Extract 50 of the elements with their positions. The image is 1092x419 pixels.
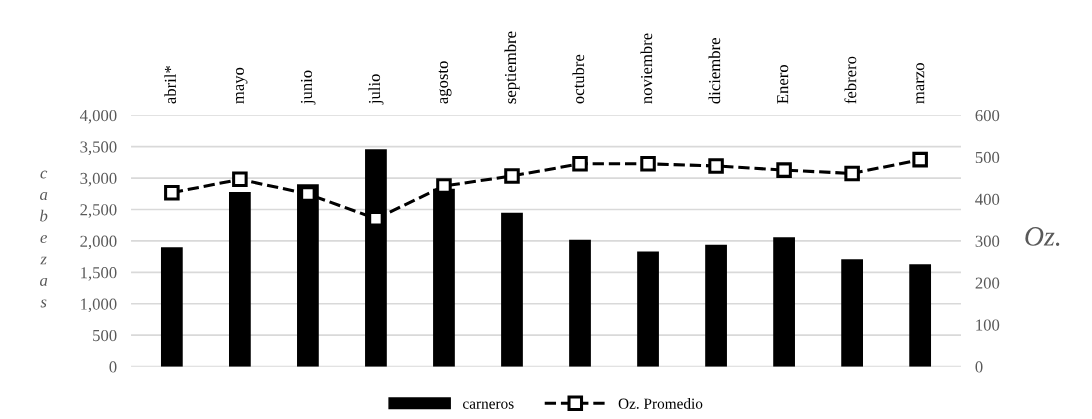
x-tick-label: septiembre: [504, 31, 520, 104]
bar: [160, 247, 183, 367]
y-tick-label: 500: [93, 329, 117, 342]
y-tick-label: 3,000: [80, 172, 117, 187]
bar: [229, 191, 251, 367]
point: [232, 171, 248, 188]
point: [776, 162, 792, 178]
y-axis-title: cabezas: [40, 170, 48, 308]
x-tick-label: julio: [368, 74, 384, 105]
y-tick-label: 2,500: [80, 204, 117, 218]
y2-axis-title: Oz.: [1025, 227, 1060, 246]
y-tick-label: 4,000: [79, 109, 117, 124]
y-tick-label: 0: [109, 361, 117, 373]
y-tick-label: 1,500: [81, 267, 117, 281]
y2-tick-label: 300: [975, 235, 1000, 247]
bar: [841, 259, 863, 367]
point: [164, 184, 180, 201]
point: [572, 156, 588, 172]
y2-tick-label: 400: [975, 193, 1000, 205]
x-tick-label: noviembre: [640, 33, 653, 104]
legend-label: carneros: [463, 401, 514, 409]
bar: [637, 251, 659, 367]
y2-tick-label: 0: [975, 361, 983, 373]
point: [844, 165, 860, 182]
x-tick-label: junio: [300, 70, 316, 105]
x-tick-label: mayo: [235, 67, 248, 104]
x-tick-label: Enero: [777, 64, 789, 104]
y2-tick-label: 600: [975, 109, 1000, 122]
x-tick-label: octubre: [572, 54, 585, 104]
y-tick-label: 3,500: [80, 141, 117, 155]
bar: [773, 237, 795, 367]
bar: [705, 244, 727, 367]
legend-label: Oz. Promedio: [618, 398, 703, 409]
x-tick-label: marzo: [916, 63, 925, 104]
y2-tick-label: 100: [976, 319, 1000, 331]
bar: [501, 212, 523, 367]
y2-tick-label: 500: [975, 151, 1000, 164]
point: [640, 156, 656, 172]
point: [504, 168, 520, 184]
x-tick-label: agosto: [438, 61, 452, 104]
y-tick-label: 1,000: [81, 298, 117, 313]
bar: [569, 239, 591, 367]
x-tick-label: diciembre: [708, 38, 721, 104]
y2-tick-label: 200: [975, 277, 1000, 289]
point: [912, 151, 928, 168]
x-tick-label: febrero: [844, 56, 857, 104]
x-tick-label: abril*: [164, 66, 177, 104]
point: [708, 158, 724, 174]
bar: [909, 264, 932, 367]
y-tick-label: 2,000: [80, 235, 117, 250]
